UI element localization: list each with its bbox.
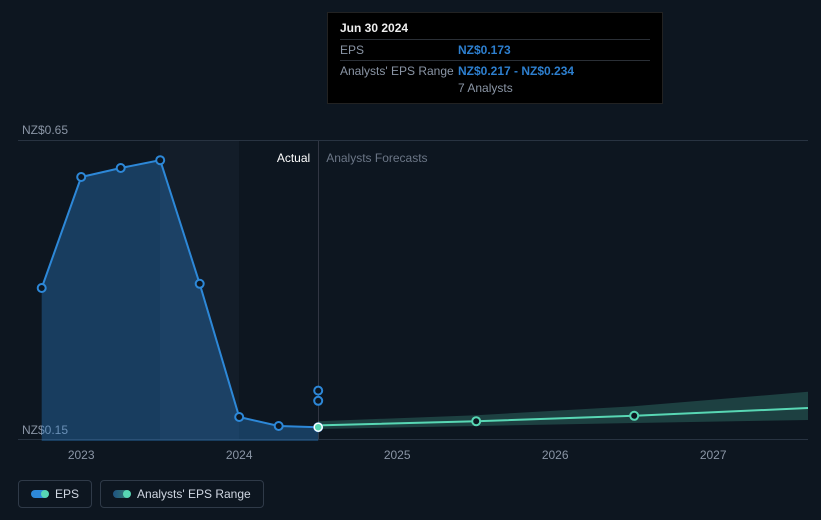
legend-swatch-eps xyxy=(31,490,47,498)
tooltip-eps-value: NZ$0.173 xyxy=(458,43,511,57)
legend-label-range: Analysts' EPS Range xyxy=(137,487,251,501)
tooltip-range-label: Analysts' EPS Range xyxy=(340,64,458,78)
tooltip-range-value: NZ$0.217 - NZ$0.234 xyxy=(458,64,574,78)
x-axis-tick: 2023 xyxy=(68,448,95,462)
tooltip-row-range: Analysts' EPS Range NZ$0.217 - NZ$0.234 xyxy=(340,60,650,81)
legend-item-eps[interactable]: EPS xyxy=(18,480,92,508)
legend-swatch-range xyxy=(113,490,129,498)
x-axis-tick: 2027 xyxy=(700,448,727,462)
chart-svg xyxy=(18,141,808,441)
y-axis-tick-top: NZ$0.65 xyxy=(22,123,68,137)
tooltip-eps-label: EPS xyxy=(340,43,458,57)
plot-area[interactable]: Actual Analysts Forecasts 20232024202520… xyxy=(18,140,808,445)
chart-legend: EPS Analysts' EPS Range xyxy=(18,480,264,508)
tooltip-range-sep: - xyxy=(511,64,522,78)
eps-forecast-chart: Jun 30 2024 EPS NZ$0.173 Analysts' EPS R… xyxy=(0,0,821,520)
tooltip-date: Jun 30 2024 xyxy=(340,21,650,39)
x-axis-tick: 2024 xyxy=(226,448,253,462)
x-axis-tick: 2025 xyxy=(384,448,411,462)
legend-item-range[interactable]: Analysts' EPS Range xyxy=(100,480,264,508)
tooltip-range-high: NZ$0.234 xyxy=(521,64,574,78)
tooltip-analysts-count: 7 Analysts xyxy=(340,81,650,95)
legend-label-eps: EPS xyxy=(55,487,79,501)
chart-tooltip: Jun 30 2024 EPS NZ$0.173 Analysts' EPS R… xyxy=(327,12,663,104)
x-axis-tick: 2026 xyxy=(542,448,569,462)
tooltip-row-eps: EPS NZ$0.173 xyxy=(340,39,650,60)
tooltip-range-low: NZ$0.217 xyxy=(458,64,511,78)
